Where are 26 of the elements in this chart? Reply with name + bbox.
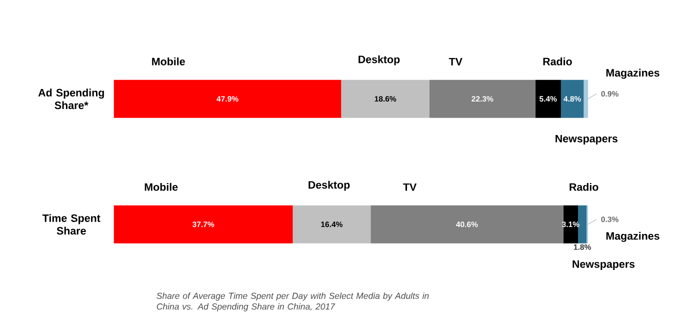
bar [429, 80, 536, 118]
bar [341, 80, 430, 118]
text: Magazines [606, 68, 660, 79]
bar [292, 205, 371, 244]
text: Newspapers [572, 260, 635, 270]
bar [584, 80, 588, 118]
y-tick-label: Time Spent Share [42, 214, 100, 234]
text: TV [448, 58, 462, 66]
bar [563, 205, 578, 244]
bar [370, 205, 564, 244]
text: Share of Average Time Spent per Day with Select Media by Adults in China vs. Ad Spending Share in China, 2017 [156, 292, 429, 312]
bar [114, 80, 342, 118]
text: Desktop [308, 180, 350, 191]
bar [114, 205, 293, 244]
series-label: Mobile [144, 182, 178, 191]
bar [535, 80, 561, 118]
y-tick-label: Ad Spending Share* [38, 88, 104, 109]
series-label: Magazines [606, 232, 660, 242]
bar [578, 205, 587, 244]
series-label: Desktop [358, 55, 400, 66]
series-label: Newspapers [556, 134, 618, 144]
text: Mobile [152, 57, 185, 66]
series-label: TV [403, 183, 417, 191]
series-label: Radio [570, 182, 598, 191]
bar [560, 80, 584, 118]
text: Radio [543, 57, 572, 66]
